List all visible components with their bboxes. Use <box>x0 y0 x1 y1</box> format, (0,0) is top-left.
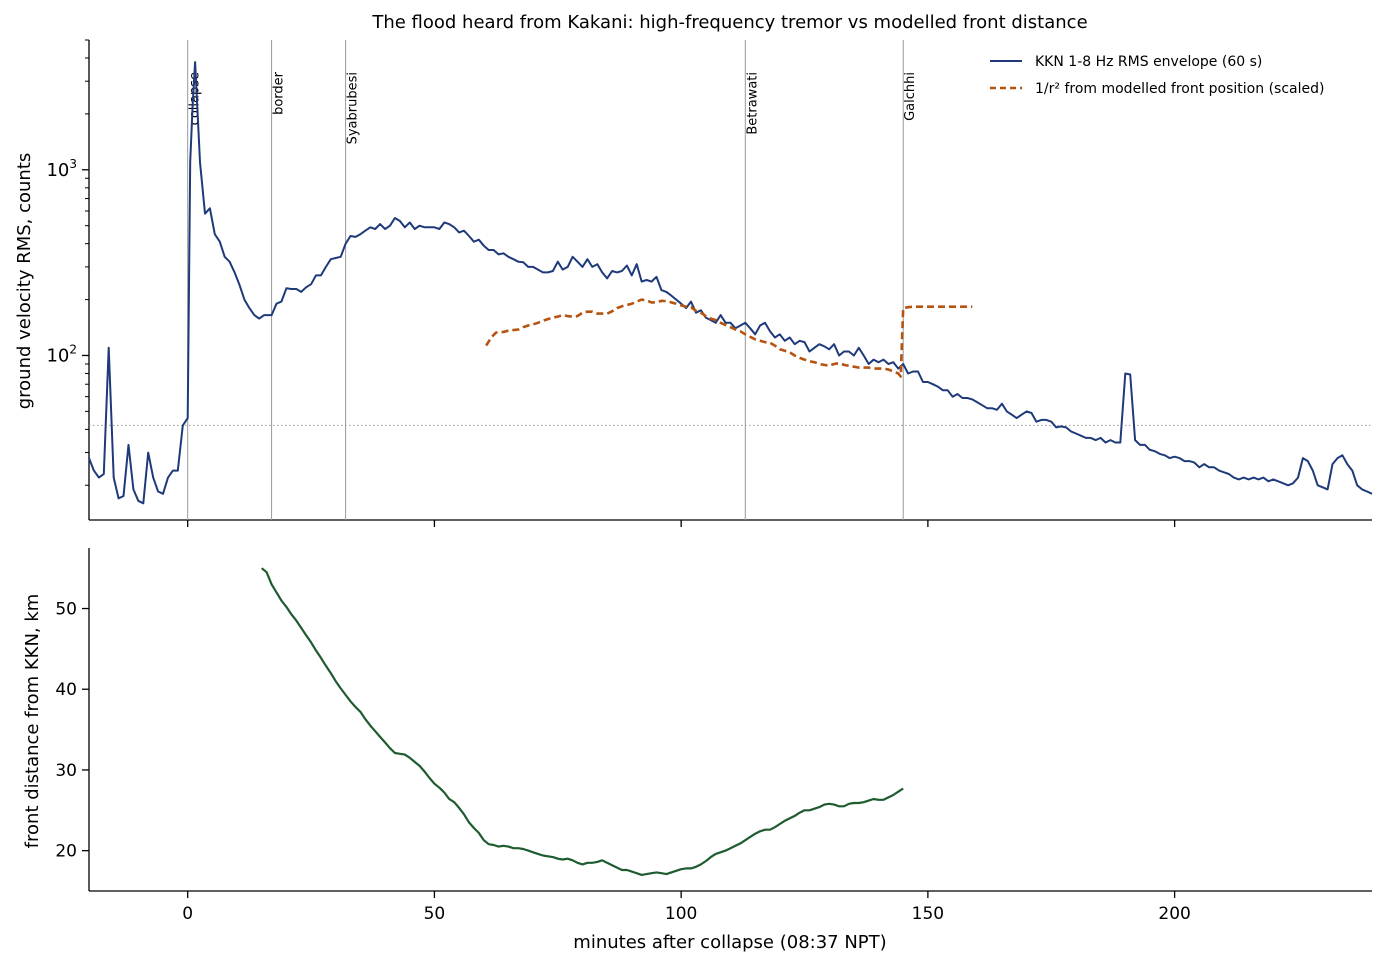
event-label: border <box>272 71 287 115</box>
y-tick-label: 103 <box>46 157 77 181</box>
event-label: Galchhi <box>903 72 918 121</box>
legend: KKN 1-8 Hz RMS envelope (60 s) 1/r² from… <box>990 54 1324 97</box>
y-tick-label: 40 <box>55 680 77 700</box>
x-tick-label: 0 <box>182 904 193 924</box>
top-panel-series <box>88 61 1373 505</box>
x-tick-label: 50 <box>424 904 446 924</box>
bottom-panel-ticks: 20 30 40 50 0 50 100 150 200 <box>55 600 1190 924</box>
bottom-y-axis-label: front distance from KKN, km <box>22 594 43 849</box>
legend-label-inverse-square: 1/r² from modelled front position (scale… <box>1035 81 1324 97</box>
top-panel-ticks: 102 103 <box>46 39 1176 527</box>
event-label: Syabrubesi <box>346 72 361 144</box>
x-tick-label: 150 <box>912 904 944 924</box>
y-tick-label: 30 <box>55 761 77 781</box>
x-axis-label: minutes after collapse (08:37 NPT) <box>573 932 886 953</box>
event-markers: collapse border Syabrubesi Betrawati Galchhi <box>187 40 918 520</box>
top-y-axis-label: ground velocity RMS, counts <box>14 153 35 410</box>
series-line-envelope <box>88 61 1373 505</box>
series-line-inverse-square <box>485 298 973 378</box>
x-tick-label: 200 <box>1158 904 1190 924</box>
x-tick-label: 100 <box>665 904 697 924</box>
series-line-front-distance <box>261 567 904 876</box>
legend-label-envelope: KKN 1-8 Hz RMS envelope (60 s) <box>1035 54 1262 70</box>
chart-title: The flood heard from Kakani: high-freque… <box>371 12 1087 33</box>
event-label: Betrawati <box>745 72 760 135</box>
bottom-panel-series <box>261 567 904 876</box>
y-tick-label: 50 <box>55 600 77 620</box>
bottom-panel: 20 30 40 50 0 50 100 150 200 front distance from… <box>22 548 1372 953</box>
y-tick-label: 102 <box>46 342 77 366</box>
y-tick-label: 20 <box>55 842 77 862</box>
